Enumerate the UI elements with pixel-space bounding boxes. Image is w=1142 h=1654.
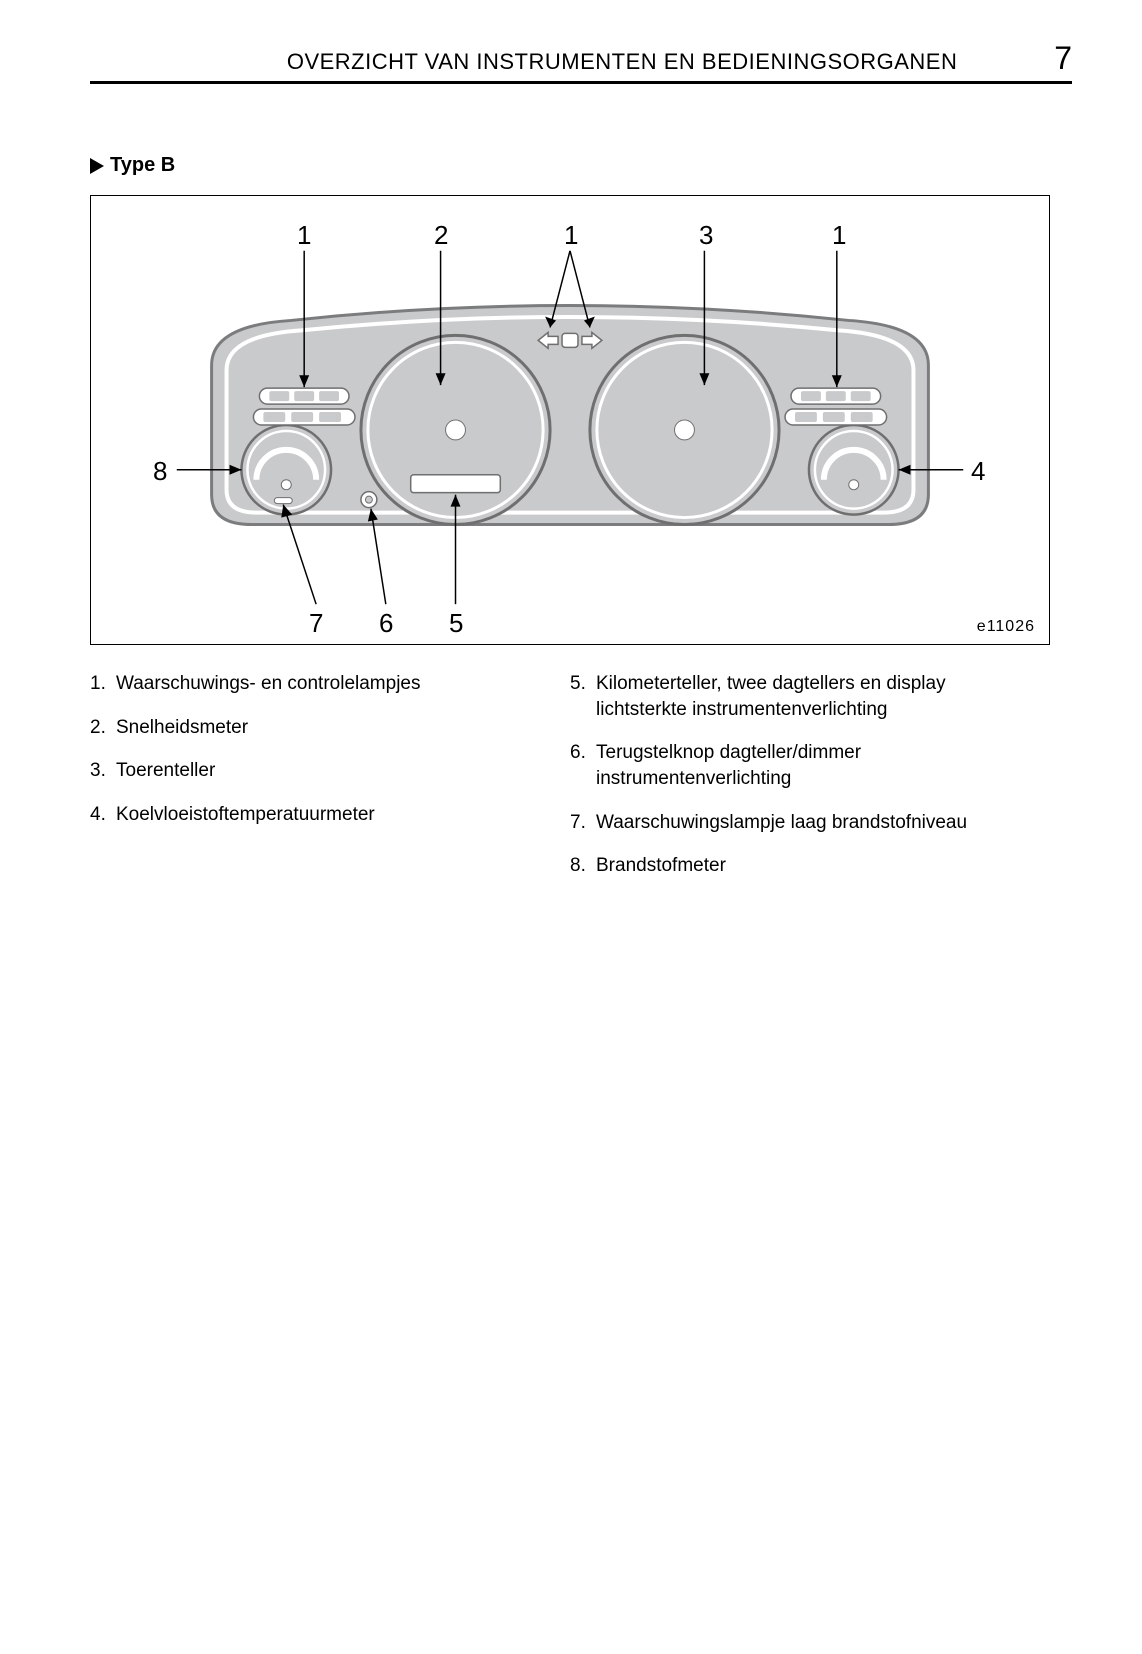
instrument-cluster-diagram: 1 2 1 3 1 8 4 7 6 5 e11026 <box>90 195 1050 645</box>
legend-num: 5. <box>570 671 596 722</box>
section-label-text: Type B <box>110 154 175 177</box>
figure-id: e11026 <box>977 618 1035 636</box>
callout-7: 7 <box>309 608 323 639</box>
page-number: 7 <box>1054 40 1072 77</box>
legend-item: 8.Brandstofmeter <box>570 853 1040 879</box>
legend-num: 6. <box>570 740 596 791</box>
legend-item: 3.Toerenteller <box>90 758 520 784</box>
callout-4: 4 <box>971 456 985 487</box>
legend-item: 2.Snelheidsmeter <box>90 715 520 741</box>
legend-num: 2. <box>90 715 116 741</box>
callout-2: 2 <box>434 220 448 251</box>
legend-num: 7. <box>570 810 596 836</box>
diagram-svg <box>91 196 1049 644</box>
legend-text: Waarschuwings- en controlelampjes <box>116 671 420 697</box>
legend-item: 7.Waarschuwingslampje laag brandstofnive… <box>570 810 1040 836</box>
callout-8: 8 <box>153 456 167 487</box>
legend-num: 4. <box>90 802 116 828</box>
legend-text: Terugstelknop dagteller/dimmer instrumen… <box>596 740 1040 791</box>
legend-item: 6.Terugstelknop dagteller/dimmer instrum… <box>570 740 1040 791</box>
legend-text: Brandstofmeter <box>596 853 726 879</box>
legend-text: Koelvloeistoftemperatuurmeter <box>116 802 375 828</box>
legend-text: Toerenteller <box>116 758 215 784</box>
callout-6: 6 <box>379 608 393 639</box>
legend-item: 1.Waarschuwings- en controlelampjes <box>90 671 520 697</box>
triangle-icon <box>90 158 104 174</box>
legend-item: 5.Kilometerteller, twee dagtellers en di… <box>570 671 1040 722</box>
section-label: Type B <box>90 154 1072 177</box>
legend-text: Kilometerteller, twee dagtellers en disp… <box>596 671 1040 722</box>
callout-3: 3 <box>699 220 713 251</box>
legend-num: 1. <box>90 671 116 697</box>
callout-1-left: 1 <box>297 220 311 251</box>
legend-col-left: 1.Waarschuwings- en controlelampjes 2.Sn… <box>90 671 520 897</box>
page-header: OVERZICHT VAN INSTRUMENTEN EN BEDIENINGS… <box>90 40 1072 84</box>
legend-text: Snelheidsmeter <box>116 715 248 741</box>
legend-text: Waarschuwingslampje laag brandstofniveau <box>596 810 967 836</box>
legend: 1.Waarschuwings- en controlelampjes 2.Sn… <box>90 671 1072 897</box>
callout-1-center: 1 <box>564 220 578 251</box>
legend-item: 4.Koelvloeistoftemperatuurmeter <box>90 802 520 828</box>
callout-5: 5 <box>449 608 463 639</box>
legend-num: 3. <box>90 758 116 784</box>
header-title: OVERZICHT VAN INSTRUMENTEN EN BEDIENINGS… <box>90 49 1054 75</box>
callout-1-right: 1 <box>832 220 846 251</box>
legend-col-right: 5.Kilometerteller, twee dagtellers en di… <box>570 671 1040 897</box>
legend-num: 8. <box>570 853 596 879</box>
